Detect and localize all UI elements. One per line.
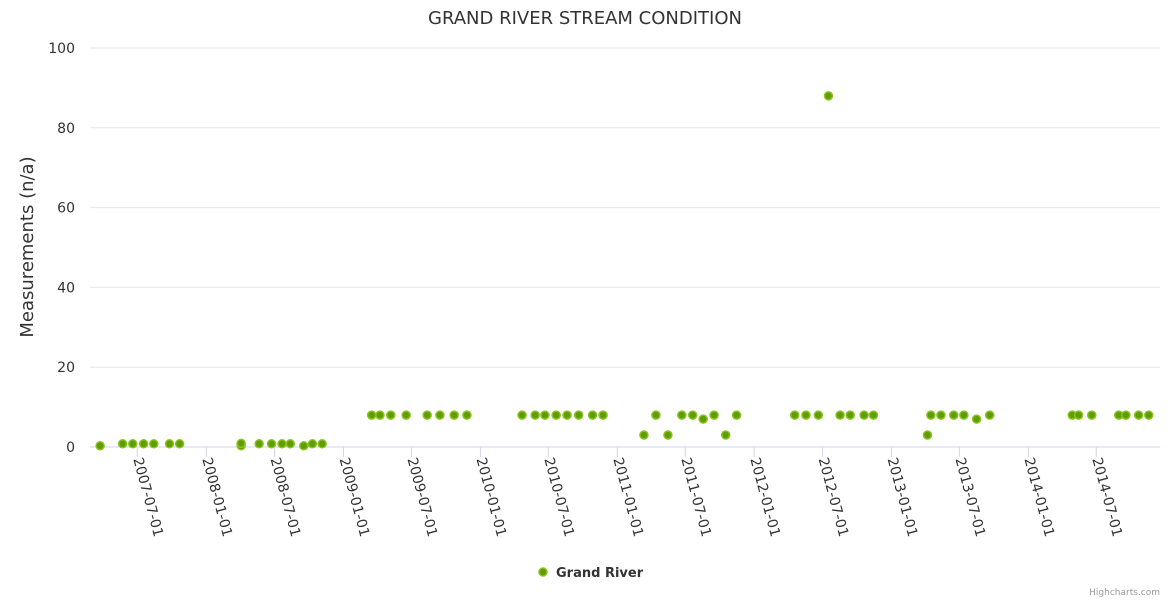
data-point[interactable] — [317, 439, 327, 449]
x-tick-label: 2013-01-01 — [884, 456, 921, 539]
data-point[interactable] — [651, 410, 661, 420]
data-point[interactable] — [813, 410, 824, 420]
data-point[interactable] — [530, 410, 540, 420]
y-tick-label: 20 — [57, 360, 75, 376]
data-point[interactable] — [971, 414, 982, 424]
data-point[interactable] — [128, 439, 138, 449]
x-tick-label: 2009-07-01 — [404, 456, 441, 539]
series-grand-river[interactable] — [95, 91, 1154, 451]
y-axis-ticks: 0 20 40 60 80 100 — [48, 41, 75, 456]
data-point[interactable] — [299, 441, 309, 451]
data-point[interactable] — [859, 410, 869, 420]
y-tick-label: 100 — [48, 41, 75, 57]
x-tick-label: 2014-07-01 — [1088, 456, 1125, 539]
data-point[interactable] — [984, 410, 995, 420]
data-point[interactable] — [587, 410, 598, 420]
data-point[interactable] — [149, 439, 159, 449]
x-tick-label: 2008-07-01 — [267, 456, 304, 539]
data-point[interactable] — [598, 410, 608, 420]
data-point[interactable] — [868, 410, 879, 420]
data-point[interactable] — [1073, 410, 1084, 420]
data-point[interactable] — [562, 410, 572, 420]
data-point[interactable] — [266, 439, 277, 449]
data-point[interactable] — [698, 414, 708, 424]
x-tick-label: 2010-01-01 — [473, 456, 510, 539]
data-point[interactable] — [1121, 410, 1131, 420]
data-point[interactable] — [236, 438, 246, 449]
data-point[interactable] — [663, 430, 673, 440]
x-tick-label: 2012-07-01 — [815, 456, 852, 539]
data-point[interactable] — [926, 410, 936, 420]
y-tick-label: 40 — [57, 280, 75, 296]
data-point[interactable] — [462, 410, 472, 420]
data-point[interactable] — [401, 410, 411, 420]
data-point[interactable] — [174, 439, 185, 449]
data-point[interactable] — [936, 410, 946, 420]
x-tick-label: 2014-01-01 — [1020, 456, 1057, 539]
data-point[interactable] — [517, 410, 527, 420]
x-tick-label: 2011-07-01 — [677, 456, 714, 539]
data-point[interactable] — [422, 410, 432, 420]
data-point[interactable] — [1133, 410, 1144, 420]
data-point[interactable] — [449, 410, 459, 420]
data-point[interactable] — [138, 439, 149, 449]
data-point[interactable] — [117, 439, 128, 449]
y-tick-label: 60 — [57, 201, 75, 217]
x-tick-label: 2007-07-01 — [129, 456, 166, 539]
data-point[interactable] — [687, 410, 698, 420]
data-point[interactable] — [709, 410, 719, 420]
data-point[interactable] — [835, 410, 845, 420]
data-point[interactable] — [551, 410, 561, 420]
x-tick-label: 2009-01-01 — [336, 456, 373, 539]
data-point[interactable] — [720, 430, 731, 440]
y-tick-label: 80 — [57, 121, 75, 137]
data-point[interactable] — [375, 410, 385, 420]
data-point[interactable] — [366, 410, 377, 420]
data-point[interactable] — [95, 441, 105, 451]
data-point[interactable] — [959, 410, 969, 420]
data-point[interactable] — [540, 410, 550, 420]
data-point[interactable] — [277, 439, 287, 449]
data-point[interactable] — [1143, 410, 1154, 420]
x-tick-label: 2008-01-01 — [198, 456, 235, 539]
x-tick-label: 2010-07-01 — [540, 456, 577, 539]
x-axis: 2007-07-01 2008-01-01 2008-07-01 2009-01-01… — [90, 446, 1160, 539]
x-tick-label: 2011-01-01 — [609, 456, 646, 539]
data-point[interactable] — [435, 410, 445, 420]
data-point[interactable] — [845, 410, 855, 420]
data-point[interactable] — [639, 430, 649, 440]
data-point[interactable] — [285, 439, 296, 449]
chart-title: GRAND RIVER STREAM CONDITION — [428, 8, 742, 29]
data-point[interactable] — [823, 91, 834, 101]
data-point[interactable] — [789, 410, 800, 420]
data-point[interactable] — [731, 410, 742, 420]
legend-marker-icon — [538, 567, 548, 577]
data-point[interactable] — [801, 410, 811, 420]
data-point[interactable] — [922, 430, 933, 440]
y-tick-label: 0 — [66, 440, 75, 456]
data-point[interactable] — [307, 439, 318, 449]
data-point[interactable] — [948, 410, 959, 420]
legend-item-grand-river[interactable]: Grand River — [556, 566, 644, 581]
data-point[interactable] — [573, 410, 584, 420]
legend[interactable]: Grand River — [538, 566, 644, 581]
credits-link[interactable]: Highcharts.com — [1089, 588, 1160, 598]
data-point[interactable] — [677, 410, 687, 420]
data-point[interactable] — [386, 410, 396, 420]
data-point[interactable] — [1086, 410, 1097, 420]
grid-lines — [90, 47, 1160, 368]
x-tick-label: 2013-07-01 — [951, 456, 988, 539]
data-point[interactable] — [164, 439, 175, 449]
y-axis-title: Measurements (n/a) — [17, 156, 38, 337]
data-point[interactable] — [254, 439, 264, 449]
x-tick-label: 2012-01-01 — [746, 456, 783, 539]
